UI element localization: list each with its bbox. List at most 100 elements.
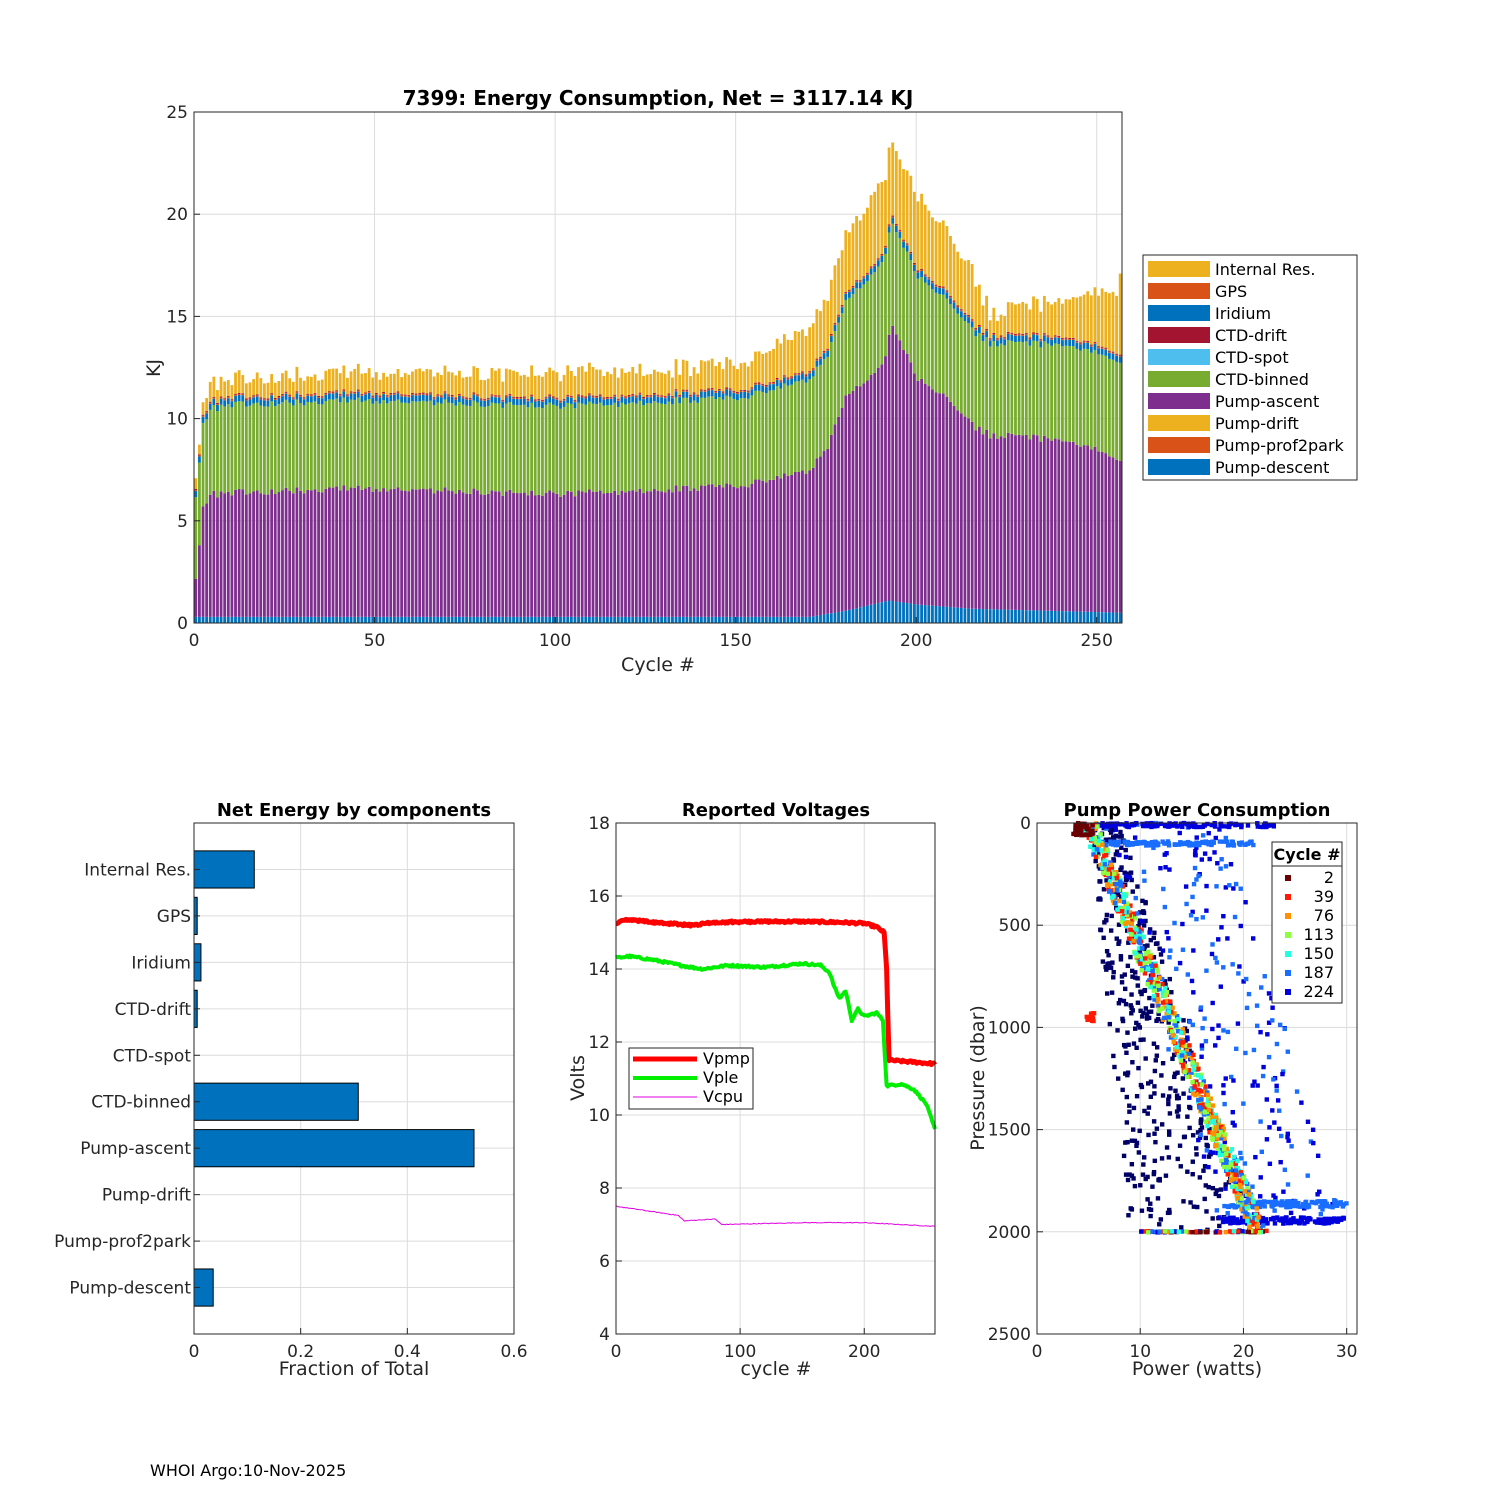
- energy-bar-pump-descent: [346, 616, 349, 623]
- energy-bar-internal-res-: [974, 286, 978, 329]
- pump-point: [1197, 1135, 1203, 1140]
- energy-bar-gps: [1089, 345, 1093, 347]
- pump-point: [1166, 1155, 1172, 1160]
- energy-bar-ctd-drift: [313, 393, 317, 395]
- energy-bar-ctd-drift: [689, 394, 692, 396]
- energy-bar-ctd-drift: [1006, 331, 1010, 333]
- pump-point: [1215, 861, 1220, 866]
- energy-bar-pump-ascent: [638, 488, 642, 617]
- energy-bar-iridium: [263, 400, 266, 407]
- energy-bar-iridium: [1035, 335, 1039, 342]
- energy-bar-pump-ascent: [555, 493, 559, 617]
- pump-point: [1190, 1159, 1196, 1164]
- energy-bar-ctd-binned: [320, 404, 324, 493]
- pump-point: [1100, 842, 1105, 847]
- energy-bar-pump-descent: [432, 616, 436, 623]
- energy-bar-iridium: [627, 396, 631, 404]
- energy-bar-pump-ascent: [313, 489, 317, 617]
- energy-bar-gps: [992, 333, 996, 335]
- pump-point: [1103, 852, 1109, 858]
- energy-bar-pump-descent: [923, 605, 927, 623]
- energy-bar-pump-descent: [772, 616, 775, 623]
- energy-bar-gps: [392, 393, 396, 395]
- pump-point: [1120, 916, 1126, 921]
- energy-bar-pump-ascent: [1057, 439, 1061, 612]
- energy-bar-internal-res-: [569, 371, 573, 396]
- energy-bar-ctd-binned: [1079, 350, 1082, 447]
- pump-point: [1163, 841, 1169, 846]
- energy-bar-ctd-binned: [927, 285, 931, 387]
- pump-point: [1254, 1023, 1260, 1029]
- energy-bar-pump-ascent: [551, 492, 555, 617]
- energy-bar-pump-ascent: [595, 491, 599, 617]
- energy-bar-iridium: [793, 375, 797, 382]
- pump-point: [1236, 1220, 1242, 1225]
- pump-point: [1105, 871, 1111, 877]
- energy-bar-pump-descent: [454, 616, 458, 623]
- energy-bar-ctd-binned: [472, 400, 476, 489]
- pump-point: [1095, 835, 1101, 840]
- energy-bar-pump-descent: [616, 616, 620, 623]
- energy-bar-iridium: [273, 400, 277, 407]
- energy-bar-gps: [869, 267, 873, 269]
- energy-bar-ctd-drift: [754, 382, 757, 384]
- pump-point: [1111, 1053, 1116, 1059]
- energy-bar-ctd-drift: [364, 392, 367, 394]
- pump-point: [1259, 1219, 1265, 1224]
- energy-bar-pump-descent: [894, 601, 898, 623]
- voltages-y-tick-label: 10: [588, 1106, 610, 1126]
- pump-point: [1245, 823, 1251, 828]
- energy-legend-label: Pump-ascent: [1215, 392, 1319, 411]
- energy-bar-gps: [815, 359, 819, 361]
- pump-point: [1105, 837, 1110, 842]
- pump-point: [1213, 955, 1218, 961]
- energy-bar-iridium: [385, 397, 389, 404]
- energy-bar-gps: [367, 391, 371, 393]
- energy-bar-iridium: [1115, 355, 1118, 362]
- energy-bar-gps: [1068, 338, 1072, 341]
- pump-point: [1238, 923, 1243, 929]
- energy-bar-ctd-drift: [273, 397, 277, 399]
- pump-point: [1229, 1177, 1235, 1182]
- pump-point: [1123, 1001, 1129, 1007]
- energy-bar-ctd-drift: [772, 382, 775, 384]
- energy-bar-iridium: [663, 398, 667, 405]
- energy-bar-pump-descent: [909, 603, 913, 623]
- pump-point: [1277, 1022, 1283, 1028]
- energy-bar-pump-ascent: [335, 486, 339, 617]
- pump-point: [1223, 1182, 1228, 1187]
- energy-bar-ctd-drift: [465, 397, 469, 399]
- energy-bar-pump-ascent: [208, 494, 212, 617]
- energy-bar-pump-descent: [1028, 610, 1032, 623]
- energy-bar-pump-descent: [1061, 611, 1064, 623]
- energy-bar-pump-descent: [566, 616, 570, 623]
- energy-bar-iridium: [963, 314, 967, 322]
- energy-bar-ctd-drift: [1042, 333, 1046, 335]
- pump-point: [1264, 1137, 1270, 1142]
- pump-point: [1118, 829, 1123, 835]
- pump-point: [1132, 1183, 1138, 1189]
- energy-bar-ctd-drift: [494, 395, 497, 397]
- energy-bar-pump-descent: [479, 616, 483, 623]
- energy-bar-iridium: [981, 335, 985, 342]
- energy-bar-ctd-binned: [468, 405, 472, 494]
- energy-bar-pump-ascent: [562, 494, 566, 617]
- energy-bar-iridium: [613, 396, 617, 403]
- pump-point: [1241, 1175, 1246, 1180]
- pump-point: [1145, 943, 1150, 948]
- energy-bar-pump-ascent: [714, 486, 718, 617]
- energy-bar-internal-res-: [244, 383, 248, 399]
- energy-bar-internal-res-: [1111, 291, 1115, 352]
- pump-point: [1088, 831, 1094, 837]
- pump-point: [1141, 934, 1146, 940]
- energy-bar-ctd-drift: [970, 319, 974, 321]
- energy-bar-pump-ascent: [573, 496, 577, 617]
- energy-x-tick-label: 50: [364, 631, 386, 651]
- energy-bar-pump-ascent: [320, 492, 324, 617]
- energy-bar-ctd-binned: [725, 395, 729, 484]
- energy-bar-iridium: [230, 401, 234, 408]
- energy-bar-gps: [439, 396, 443, 398]
- energy-bar-pump-descent: [255, 616, 259, 623]
- pump-point: [1198, 1120, 1203, 1126]
- pump-point: [1135, 840, 1140, 845]
